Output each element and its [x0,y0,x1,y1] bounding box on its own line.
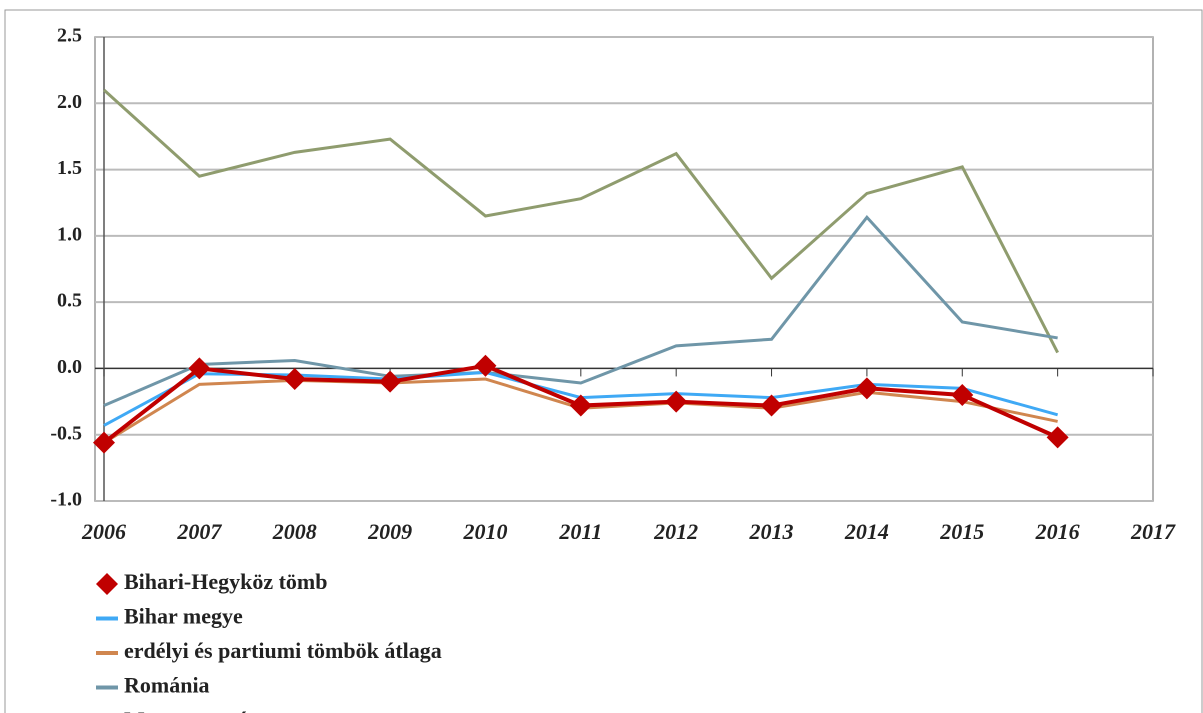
x-tick-label: 2015 [939,519,984,544]
x-tick-label: 2017 [1130,519,1176,544]
legend-label: Magyarország [124,707,259,713]
marker [474,354,497,377]
x-tick-label: 2006 [81,519,126,544]
x-tick-label: 2016 [1035,519,1080,544]
x-tick-label: 2009 [367,519,412,544]
marker [569,394,592,417]
marker [1046,426,1069,449]
y-tick-label: -0.5 [50,422,82,444]
marker [379,370,402,393]
legend-label: Bihar megye [124,604,243,629]
x-tick-label: 2014 [844,519,889,544]
x-tick-label: 2011 [558,519,602,544]
x-tick-label: 2012 [653,519,698,544]
marker [760,394,783,417]
y-tick-label: 0.0 [57,356,82,378]
marker [188,357,211,380]
y-tick-label: 2.0 [57,91,82,113]
legend-label: erdélyi és partiumi tömbök átlaga [124,638,442,663]
y-tick-label: 2.5 [57,25,82,47]
y-tick-label: 1.0 [57,223,82,245]
legend-swatch [96,573,118,595]
frame [4,9,1203,713]
x-tick-label: 2007 [176,519,222,544]
series-line [102,88,1059,354]
marker [855,377,878,400]
legend-label: Bihari-Hegyköz tömb [124,569,328,594]
series-line [103,214,1058,407]
legend-label: Románia [124,673,210,698]
marker [951,383,974,406]
y-tick-label: 1.5 [57,157,82,179]
x-tick-label: 2010 [462,519,507,544]
x-tick-label: 2013 [749,519,794,544]
y-tick-label: 0.5 [57,290,82,312]
marker [93,431,115,454]
y-tick-label: -1.0 [50,489,82,511]
x-tick-label: 2008 [272,519,317,544]
marker [665,390,688,413]
marker [283,368,306,391]
plot-area [94,36,1154,502]
